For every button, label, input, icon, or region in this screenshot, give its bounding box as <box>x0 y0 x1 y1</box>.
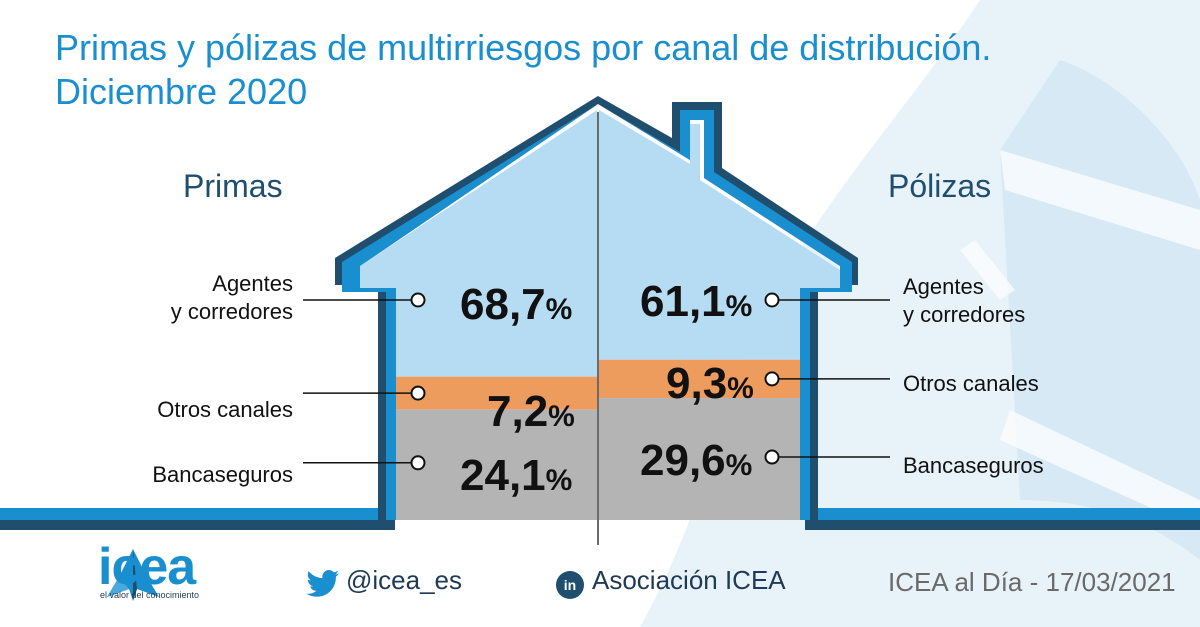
twitter-icon[interactable] <box>306 570 340 598</box>
right-agentes-label: Agentes y corredores <box>903 273 1025 329</box>
twitter-handle[interactable]: @icea_es <box>346 565 463 595</box>
left-otros-value: 7,2% <box>487 387 575 436</box>
primas-marker-agentes <box>410 292 426 308</box>
polizas-bar-agentes <box>599 110 840 360</box>
right-banca-label: Bancaseguros <box>903 453 1044 478</box>
ground-line <box>0 508 1200 530</box>
polizas-marker-banca <box>764 449 780 465</box>
right-agentes-line1: Agentes <box>903 274 984 299</box>
left-agentes-line2: y corredores <box>170 299 293 324</box>
icea-tagline: el valor del conocimiento <box>100 590 200 600</box>
primas-bar-otros <box>396 376 597 410</box>
linkedin-icon-text: in <box>564 577 576 593</box>
publication-date: ICEA al Día - 17/03/2021 <box>888 567 1176 597</box>
left-agentes-line1: Agentes <box>212 271 293 296</box>
right-banca-value: 29,6% <box>640 436 753 485</box>
primas-label: Primas <box>183 168 283 204</box>
polizas-label: Pólizas <box>888 168 992 204</box>
left-agentes-label: Agentes y corredores <box>100 270 293 326</box>
primas-bar-agentes <box>360 110 597 377</box>
right-agentes-line2: y corredores <box>903 302 1026 327</box>
icea-logo-icon <box>107 549 159 601</box>
left-agentes-value: 68,7% <box>460 280 573 329</box>
title-line-2: Diciembre 2020 <box>55 71 308 112</box>
house-frame <box>335 96 858 520</box>
primas-marker-banca <box>410 455 426 471</box>
title-line-1: Primas y pólizas de multirriesgos por ca… <box>55 27 992 68</box>
house-interior <box>360 110 840 520</box>
primas-marker-otros <box>410 385 426 401</box>
linkedin-name[interactable]: Asociación ICEA <box>592 565 786 595</box>
polizas-marker-otros <box>764 371 780 387</box>
primas-bar-banca <box>396 409 597 520</box>
right-otros-value: 9,3% <box>666 359 754 408</box>
icea-logo-text: icea <box>98 538 196 596</box>
left-banca-label: Bancaseguros <box>152 462 293 487</box>
right-otros-label: Otros canales <box>903 371 1039 396</box>
right-agentes-value: 61,1% <box>640 277 753 326</box>
polizas-marker-agentes <box>764 292 780 308</box>
left-otros-label: Otros canales <box>157 397 293 422</box>
chart-title: Primas y pólizas de multirriesgos por ca… <box>55 26 1155 114</box>
linkedin-icon[interactable]: in <box>555 570 585 600</box>
left-banca-value: 24,1% <box>460 451 573 500</box>
leader-lines <box>303 292 890 471</box>
